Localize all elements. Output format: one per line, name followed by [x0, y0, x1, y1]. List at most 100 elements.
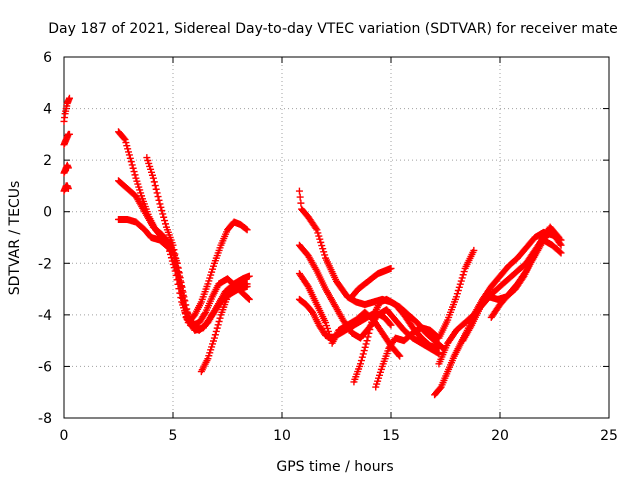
data-point-fill: [161, 217, 169, 225]
data-point: [169, 241, 177, 249]
data-point-fill: [130, 168, 138, 176]
data-point-fill: [158, 207, 166, 215]
x-tick-label: 20: [491, 428, 509, 444]
data-point: [557, 241, 565, 249]
data-point-fill: [366, 326, 374, 334]
data-point-fill: [124, 145, 132, 153]
data-point-fill: [127, 158, 135, 166]
data-point: [356, 360, 364, 368]
data-point-fill: [122, 139, 130, 147]
data-point: [363, 337, 371, 345]
plot-area-border: [63, 56, 610, 419]
data-point-fill: [386, 320, 394, 328]
data-point-fill: [169, 260, 177, 268]
series-arc-14: [350, 295, 443, 386]
data-point-fill: [367, 322, 375, 330]
series-arc-1: [60, 94, 73, 125]
data-point-fill: [151, 182, 159, 190]
axis-ticks: [63, 56, 610, 419]
x-tick-label: 15: [382, 428, 400, 444]
data-point-fill: [364, 333, 372, 341]
data-point-fill: [296, 193, 304, 201]
data-point-fill: [166, 247, 174, 255]
x-tick-label: 10: [273, 428, 291, 444]
data-point-fill: [176, 277, 184, 285]
data-point-fill: [173, 276, 181, 284]
grid-lines: [64, 57, 609, 418]
data-point-fill: [178, 287, 186, 295]
data-point-fill: [368, 318, 376, 326]
data-point-fill: [164, 243, 172, 251]
data-point-fill: [458, 274, 466, 282]
y-axis-tick-labels: -8 -6 -4 -2 0 2 4 6: [38, 50, 52, 427]
data-point-fill: [175, 268, 183, 276]
data-point: [176, 272, 184, 280]
data-point: [470, 246, 478, 254]
data-point: [295, 187, 303, 195]
data-point: [65, 130, 73, 138]
x-tick-label: 25: [600, 428, 618, 444]
data-point-fill: [244, 295, 252, 303]
data-point-fill: [320, 248, 328, 256]
data-point-fill: [357, 357, 365, 365]
data-point-fill: [172, 271, 180, 279]
series-arc-15: [348, 264, 395, 301]
data-point-fill: [177, 282, 185, 290]
data-point-fill: [319, 245, 327, 253]
data-point: [387, 264, 395, 272]
data-point-fill: [318, 242, 326, 250]
data-point: [245, 295, 253, 303]
data-point-fill: [170, 246, 178, 254]
y-tick-label: -8: [38, 411, 52, 427]
data-point: [452, 293, 460, 301]
data-point-fill: [456, 280, 464, 288]
data-point-fill: [554, 232, 562, 240]
data-point-fill: [160, 213, 168, 221]
data-point-fill: [556, 248, 564, 256]
data-point: [165, 244, 173, 252]
series-arc-3: [60, 161, 72, 177]
data-point: [313, 226, 321, 234]
data-point-fill: [174, 263, 182, 271]
data-point-fill: [297, 199, 305, 207]
y-tick-label: 4: [43, 102, 52, 118]
data-point-fill: [181, 301, 189, 309]
data-point-fill: [361, 343, 369, 351]
data-point-fill: [315, 232, 323, 240]
data-point-fill: [153, 189, 161, 197]
data-point-fill: [150, 178, 158, 186]
data-point-fill: [453, 290, 461, 298]
series-arc-13: [295, 295, 395, 342]
data-point-fill: [123, 142, 131, 150]
data-point-fill: [120, 134, 128, 142]
x-axis-label: GPS time / hours: [276, 459, 393, 475]
data-point: [171, 267, 179, 275]
data-point-fill: [358, 353, 366, 361]
x-tick-label: 0: [60, 428, 69, 444]
data-point-fill: [455, 283, 463, 291]
data-point: [64, 185, 72, 193]
chart-title: Day 187 of 2021, Sidereal Day-to-day VTE…: [48, 21, 618, 37]
data-point-fill: [201, 310, 209, 318]
data-point-fill: [362, 340, 370, 348]
data-point: [65, 94, 73, 102]
data-point-fill: [213, 324, 221, 332]
data-point: [156, 200, 164, 208]
y-axis-label: SDTVAR / TECUs: [7, 181, 23, 296]
series-arc-16: [372, 246, 478, 391]
y-tick-label: -2: [38, 256, 52, 272]
data-point: [387, 321, 395, 329]
series-arc-4: [60, 182, 72, 195]
data-point-fill: [126, 154, 134, 162]
data-point-fill: [211, 331, 219, 339]
data-point-fill: [162, 220, 170, 228]
data-point-fill: [365, 329, 373, 337]
data-point-fill: [395, 351, 403, 359]
data-point-fill: [215, 317, 223, 325]
data-point-fill: [321, 251, 329, 259]
data-point-fill: [316, 235, 324, 243]
y-tick-label: -4: [38, 308, 52, 324]
data-point-fill: [369, 315, 377, 323]
data-point-fill: [179, 291, 187, 299]
